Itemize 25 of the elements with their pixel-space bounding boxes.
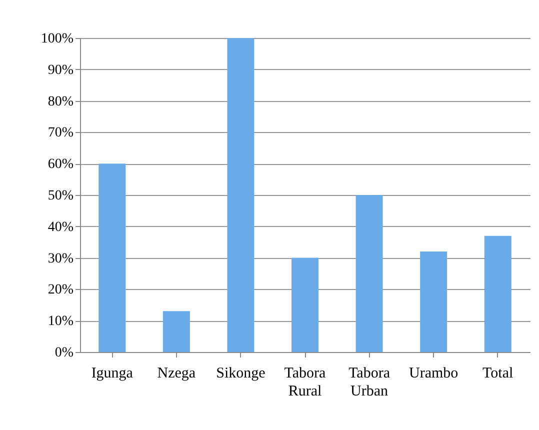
bar — [356, 195, 383, 352]
x-tick-label: Tabora Rural — [284, 366, 326, 400]
x-tick-label: Tabora Urban — [348, 366, 390, 400]
y-tick-label: 20% — [48, 282, 74, 298]
y-tick-label: 40% — [48, 220, 74, 235]
y-tick-label: 30% — [48, 251, 74, 266]
x-tick-label: Total — [482, 366, 514, 382]
y-tick-label: 10% — [48, 314, 74, 330]
bar — [98, 164, 126, 352]
bar — [227, 38, 254, 352]
x-tick-label: Igunga — [91, 366, 134, 382]
bar — [292, 258, 318, 352]
y-tick-label: 100% — [40, 32, 74, 46]
y-tick-label: 90% — [48, 62, 74, 78]
bar — [162, 311, 190, 352]
y-tick-label: 70% — [48, 126, 74, 141]
x-tick-label: Urambo — [408, 366, 458, 382]
y-tick-label: 50% — [48, 188, 74, 204]
y-tick-label: 80% — [48, 94, 74, 110]
bar — [484, 236, 512, 352]
x-tick-label: Sikonge — [216, 366, 266, 382]
x-tick-label: Nzega — [157, 366, 196, 382]
bar — [420, 252, 448, 352]
y-tick-label: 0% — [54, 346, 74, 360]
y-tick-label: 60% — [48, 157, 74, 172]
